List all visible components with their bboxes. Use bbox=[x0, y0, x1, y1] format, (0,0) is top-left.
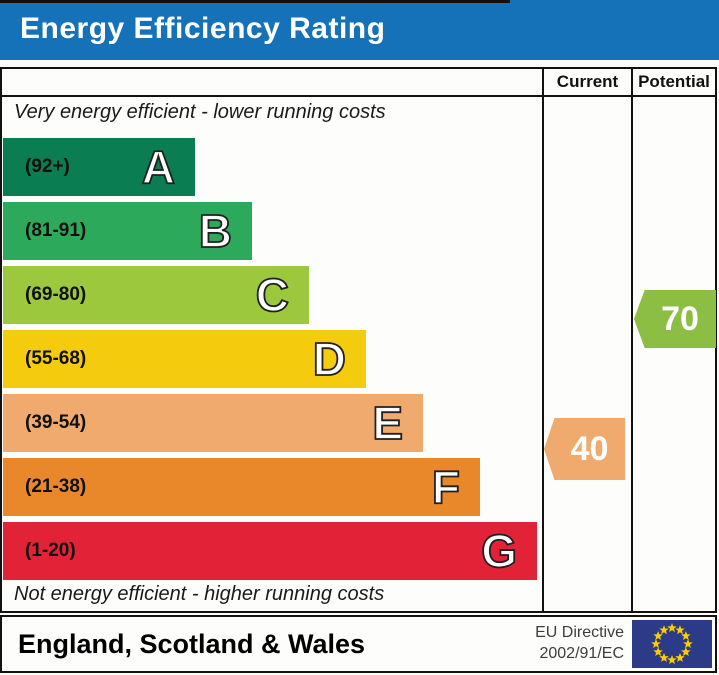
column-header-potential: Potential bbox=[638, 72, 710, 91]
band-letter: B bbox=[198, 204, 233, 258]
band-range-label: (55-68) bbox=[25, 348, 87, 369]
band-row-d: (55-68) D bbox=[3, 330, 366, 388]
band-letter: D bbox=[312, 332, 347, 386]
band-letter: A bbox=[141, 140, 176, 194]
band-range-label: (92+) bbox=[25, 156, 70, 177]
region-label: England, Scotland & Wales bbox=[18, 628, 366, 659]
band-range-label: (81-91) bbox=[25, 220, 87, 241]
band-row-b: (81-91) B bbox=[3, 202, 252, 260]
band-range-label: (1-20) bbox=[25, 540, 76, 561]
potential-column-divider bbox=[631, 69, 633, 611]
footer-bar: England, Scotland & Wales EU Directive 2… bbox=[0, 615, 717, 673]
bottom-note: Not energy efficient - higher running co… bbox=[14, 583, 385, 605]
band-range-label: (69-80) bbox=[25, 284, 87, 305]
eu-flag-icon bbox=[632, 620, 712, 668]
band-letter: C bbox=[255, 268, 290, 322]
band-letter: G bbox=[480, 524, 518, 578]
eu-directive-line2: 2002/91/EC bbox=[539, 645, 624, 662]
current-rating-arrow: 40 bbox=[544, 418, 625, 480]
band-row-g: (1-20) G bbox=[3, 522, 537, 580]
band-range-label: (39-54) bbox=[25, 412, 87, 433]
eu-directive-line1: EU Directive bbox=[535, 624, 624, 642]
band-row-a: (92+) A bbox=[3, 138, 195, 196]
top-edge-line bbox=[0, 0, 510, 3]
potential-rating-value: 70 bbox=[661, 299, 699, 338]
band-row-e: (39-54) E bbox=[3, 394, 423, 452]
potential-rating-arrow: 70 bbox=[634, 290, 716, 348]
top-note: Very energy efficient - lower running co… bbox=[14, 101, 386, 123]
page-title: Energy Efficiency Rating bbox=[20, 12, 386, 45]
column-header-current: Current bbox=[556, 72, 619, 91]
band-row-f: (21-38) F bbox=[3, 458, 480, 516]
band-range-label: (21-38) bbox=[25, 476, 87, 497]
header-row-divider bbox=[2, 95, 715, 97]
band-row-c: (69-80) C bbox=[3, 266, 309, 324]
eu-directive-label: EU Directive 2002/91/EC bbox=[535, 623, 624, 665]
current-column-divider bbox=[542, 69, 544, 611]
title-bar: Energy Efficiency Rating bbox=[0, 0, 719, 60]
band-letter: E bbox=[371, 396, 403, 450]
band-letter: F bbox=[431, 460, 461, 514]
current-rating-value: 40 bbox=[570, 429, 609, 468]
